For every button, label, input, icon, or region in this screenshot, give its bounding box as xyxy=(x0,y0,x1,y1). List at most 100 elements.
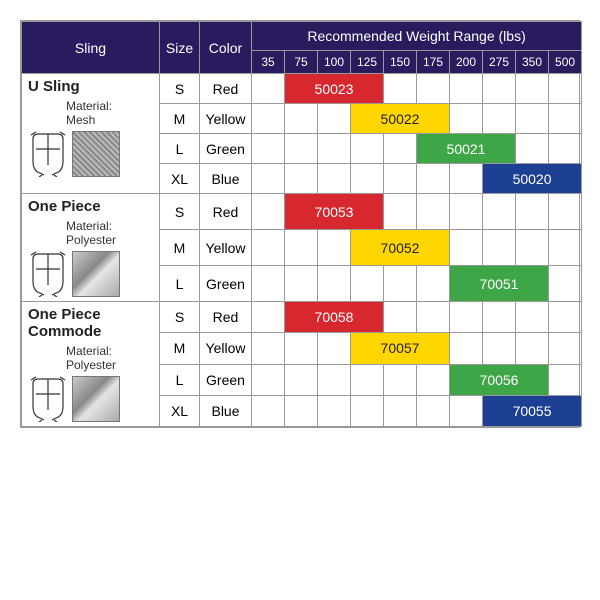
empty-cell xyxy=(549,302,582,333)
empty-cell xyxy=(384,134,417,164)
empty-cell xyxy=(516,333,549,364)
empty-cell xyxy=(318,134,351,164)
weight-bar: 70058 xyxy=(285,302,384,333)
header-size: Size xyxy=(160,22,200,74)
color-cell: Yellow xyxy=(200,333,252,364)
weight-col-175: 175 xyxy=(417,51,450,74)
empty-cell xyxy=(549,134,582,164)
header-color: Color xyxy=(200,22,252,74)
color-cell: Green xyxy=(200,134,252,164)
table-row: One PieceMaterial:PolyesterSRed70053 xyxy=(22,194,582,230)
empty-cell xyxy=(516,134,549,164)
empty-cell xyxy=(549,104,582,134)
empty-cell xyxy=(285,164,318,194)
weight-col-500: 500 xyxy=(549,51,582,74)
empty-cell xyxy=(549,364,582,395)
empty-cell xyxy=(516,104,549,134)
empty-cell xyxy=(351,164,384,194)
empty-cell xyxy=(285,364,318,395)
weight-bar: 50020 xyxy=(483,164,582,194)
empty-cell xyxy=(450,194,483,230)
weight-col-275: 275 xyxy=(483,51,516,74)
sling-outline-icon xyxy=(28,376,68,422)
size-cell: L xyxy=(160,266,200,302)
empty-cell xyxy=(549,230,582,266)
empty-cell xyxy=(252,194,285,230)
weight-bar: 70053 xyxy=(285,194,384,230)
color-cell: Red xyxy=(200,74,252,104)
weight-col-150: 150 xyxy=(384,51,417,74)
empty-cell xyxy=(450,104,483,134)
material-label: Material:Polyester xyxy=(66,219,153,247)
empty-cell xyxy=(318,395,351,426)
empty-cell xyxy=(252,302,285,333)
weight-col-35: 35 xyxy=(252,51,285,74)
empty-cell xyxy=(252,134,285,164)
empty-cell xyxy=(351,134,384,164)
empty-cell xyxy=(318,333,351,364)
empty-cell xyxy=(450,74,483,104)
empty-cell xyxy=(450,333,483,364)
table-body: U SlingMaterial:MeshSRed50023 MYellow 5002… xyxy=(22,74,582,427)
empty-cell xyxy=(252,74,285,104)
material-label: Material:Polyester xyxy=(66,344,153,372)
empty-cell xyxy=(549,194,582,230)
empty-cell xyxy=(516,74,549,104)
empty-cell xyxy=(318,164,351,194)
empty-cell xyxy=(516,194,549,230)
empty-cell xyxy=(318,364,351,395)
sling-name: U Sling xyxy=(28,78,80,95)
weight-bar: 70055 xyxy=(483,395,582,426)
size-cell: S xyxy=(160,302,200,333)
header-weight-range: Recommended Weight Range (lbs) xyxy=(252,22,582,51)
empty-cell xyxy=(384,364,417,395)
empty-cell xyxy=(549,74,582,104)
table-row: U SlingMaterial:MeshSRed50023 xyxy=(22,74,582,104)
color-cell: Blue xyxy=(200,164,252,194)
material-swatch xyxy=(72,131,120,177)
color-cell: Blue xyxy=(200,395,252,426)
size-cell: M xyxy=(160,333,200,364)
sling-outline-icon xyxy=(28,131,68,177)
sling-name: One Piece Commode xyxy=(28,306,101,340)
empty-cell xyxy=(549,266,582,302)
weight-bar: 70051 xyxy=(450,266,549,302)
empty-cell xyxy=(417,266,450,302)
color-cell: Green xyxy=(200,364,252,395)
size-cell: L xyxy=(160,364,200,395)
empty-cell xyxy=(417,194,450,230)
sling-weight-chart: Sling Size Color Recommended Weight Rang… xyxy=(20,20,580,428)
empty-cell xyxy=(483,230,516,266)
weight-bar: 50022 xyxy=(351,104,450,134)
sling-table: Sling Size Color Recommended Weight Rang… xyxy=(21,21,582,427)
empty-cell xyxy=(450,302,483,333)
weight-col-125: 125 xyxy=(351,51,384,74)
size-cell: S xyxy=(160,194,200,230)
empty-cell xyxy=(252,266,285,302)
empty-cell xyxy=(417,164,450,194)
empty-cell xyxy=(252,364,285,395)
empty-cell xyxy=(318,230,351,266)
empty-cell xyxy=(285,395,318,426)
color-cell: Red xyxy=(200,302,252,333)
weight-bar: 70057 xyxy=(351,333,450,364)
empty-cell xyxy=(483,194,516,230)
empty-cell xyxy=(351,266,384,302)
empty-cell xyxy=(450,164,483,194)
empty-cell xyxy=(252,104,285,134)
empty-cell xyxy=(417,74,450,104)
weight-col-350: 350 xyxy=(516,51,549,74)
weight-col-200: 200 xyxy=(450,51,483,74)
empty-cell xyxy=(285,134,318,164)
empty-cell xyxy=(549,333,582,364)
empty-cell xyxy=(285,104,318,134)
empty-cell xyxy=(483,333,516,364)
empty-cell xyxy=(285,230,318,266)
size-cell: L xyxy=(160,134,200,164)
empty-cell xyxy=(384,74,417,104)
size-cell: S xyxy=(160,74,200,104)
empty-cell xyxy=(450,395,483,426)
empty-cell xyxy=(318,104,351,134)
empty-cell xyxy=(384,266,417,302)
weight-bar: 50021 xyxy=(417,134,516,164)
